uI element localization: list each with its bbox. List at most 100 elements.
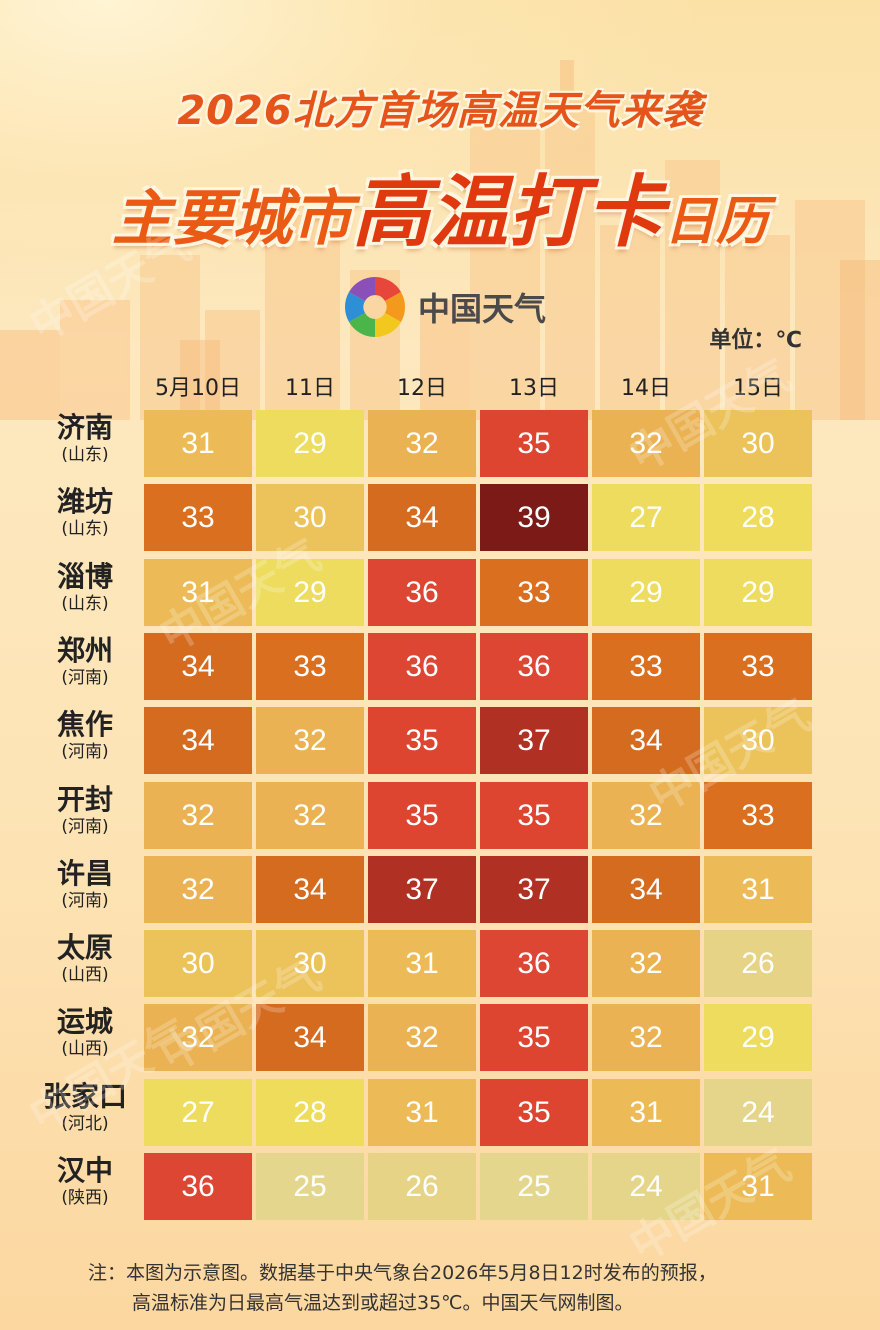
city-label: 潍坊 (山东) [30, 486, 140, 540]
temperature-cell: 30 [704, 410, 812, 477]
temperature-cell: 35 [480, 410, 588, 477]
temperature-cell: 34 [144, 632, 252, 700]
city-name: 汉中 [56, 1154, 113, 1187]
province-name: (山东) [61, 593, 109, 614]
province-name: (山西) [61, 1039, 109, 1060]
city-label: 太原 (山西) [30, 932, 140, 986]
city-name: 焦作 [56, 708, 113, 742]
title-main-part3: 日历 [664, 192, 769, 252]
city-name: 淄博 [56, 559, 113, 593]
title-main-part2: 高温打卡 [351, 168, 664, 258]
temperature-cell: 29 [704, 558, 812, 626]
footnote: 注：本图为示意图。数据基于中央气象台2026年5月8日12时发布的预报， 高温标… [88, 1258, 848, 1318]
temperature-cell: 34 [592, 707, 700, 775]
temperature-cell: 32 [592, 1004, 700, 1072]
footnote-line-1: 注：本图为示意图。数据基于中央气象台2026年5月8日12时发布的预报， [88, 1262, 717, 1284]
temperature-cell: 33 [256, 632, 364, 700]
city-label: 张家口 (河北) [30, 1080, 140, 1135]
temperature-cell: 32 [256, 781, 364, 849]
temperature-cell: 30 [256, 484, 364, 552]
temperature-cell: 28 [256, 1078, 364, 1146]
temperature-cell: 31 [144, 410, 252, 477]
temperature-cell: 33 [480, 558, 588, 626]
city-label: 许昌 (河南) [30, 856, 140, 912]
temperature-cell: 33 [704, 781, 812, 849]
temperature-cell: 36 [480, 632, 588, 700]
temperature-cell: 35 [368, 781, 476, 849]
temperature-cell: 36 [368, 558, 476, 626]
temperature-cell: 33 [592, 632, 700, 700]
temperature-cell: 32 [144, 855, 252, 923]
temperature-cell: 32 [368, 1004, 476, 1072]
temperature-cell: 31 [592, 1078, 700, 1146]
temperature-cell: 31 [144, 558, 252, 626]
temperature-cell: 37 [480, 707, 588, 775]
province-name: (河北) [61, 1113, 109, 1134]
temperature-cell: 34 [256, 855, 364, 923]
temperature-cell: 31 [368, 930, 476, 998]
unit-label: 单位：℃ [709, 328, 802, 353]
temperature-cell: 32 [256, 707, 364, 775]
temperature-cell: 32 [592, 930, 700, 998]
city-name: 太原 [56, 931, 113, 965]
title-top: 2026北方首场高温天气来袭 [177, 88, 703, 134]
temperature-cell: 24 [592, 1153, 700, 1220]
title-main-part1: 主要城市 [111, 184, 352, 254]
temperature-cell: 31 [704, 855, 812, 923]
temperature-cell: 30 [704, 707, 812, 775]
city-name: 济南 [56, 411, 113, 444]
temperature-cell: 30 [144, 930, 252, 998]
city-label: 开封 (河南) [30, 782, 140, 838]
city-label: 郑州 (河南) [30, 634, 140, 689]
province-name: (河南) [61, 667, 109, 688]
province-name: (山东) [61, 445, 109, 465]
temperature-cell: 35 [480, 1004, 588, 1072]
province-name: (河南) [61, 816, 109, 837]
title-main: 主要城市高温打卡日历 [0, 150, 880, 262]
city-label: 汉中 (陕西) [30, 1155, 140, 1209]
temperature-cell: 25 [480, 1153, 588, 1220]
temperature-cell: 26 [368, 1153, 476, 1220]
day-header: 15日 [733, 376, 783, 401]
province-name: (山东) [61, 519, 109, 540]
temperature-cell: 35 [480, 781, 588, 849]
footnote-line-2: 高温标准为日最高气温达到或超过35℃。中国天气网制图。 [132, 1292, 634, 1314]
temperature-cell: 35 [368, 707, 476, 775]
province-name: (陕西) [61, 1188, 109, 1208]
temperature-cell: 39 [480, 484, 588, 552]
day-header: 14日 [621, 376, 671, 401]
temperature-cell: 29 [256, 558, 364, 626]
temperature-cell: 25 [256, 1153, 364, 1220]
temperature-cell: 34 [144, 707, 252, 775]
temperature-cell: 27 [592, 484, 700, 552]
city-name: 许昌 [56, 856, 113, 890]
temperature-cell: 36 [368, 632, 476, 700]
temperature-cell: 31 [704, 1153, 812, 1220]
temperature-cell: 37 [480, 855, 588, 923]
temperature-cell: 30 [256, 930, 364, 998]
temperature-cell: 29 [256, 410, 364, 477]
temperature-cell: 32 [144, 781, 252, 849]
day-header: 12日 [397, 376, 447, 401]
temperature-cell: 32 [592, 410, 700, 477]
city-label: 济南 (山东) [30, 412, 140, 466]
temperature-cell: 29 [704, 1004, 812, 1072]
temperature-cell: 37 [368, 855, 476, 923]
temperature-cell: 32 [144, 1004, 252, 1072]
city-label: 淄博 (山东) [30, 559, 140, 615]
temperature-cell: 31 [368, 1078, 476, 1146]
temperature-cell: 32 [592, 781, 700, 849]
temperature-cell: 32 [368, 410, 476, 477]
temperature-cell: 29 [592, 558, 700, 626]
temperature-cell: 27 [144, 1078, 252, 1146]
temperature-cell: 28 [704, 484, 812, 552]
city-name: 潍坊 [56, 485, 113, 519]
temperature-cell: 33 [144, 484, 252, 552]
temperature-cell: 36 [480, 930, 588, 998]
city-skyline-illustration [0, 60, 880, 420]
temperature-cell: 26 [704, 930, 812, 998]
temperature-cell: 34 [592, 855, 700, 923]
temperature-cell: 35 [480, 1078, 588, 1146]
temperature-cell: 33 [704, 632, 812, 700]
city-name: 开封 [56, 782, 113, 816]
